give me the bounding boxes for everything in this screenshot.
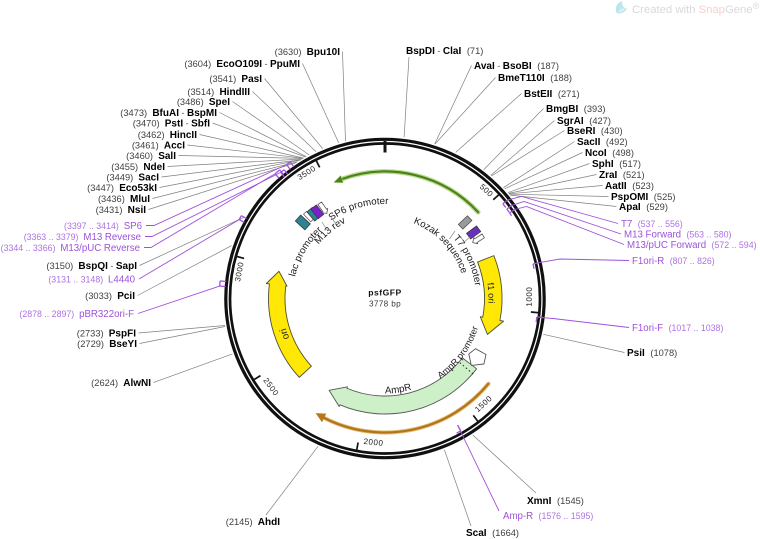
svg-text:M13 Forward (563 .. 580): M13 Forward (563 .. 580)	[624, 230, 732, 241]
svg-text:(3150) BspQI - SapI: (3150) BspQI - SapI	[46, 261, 137, 272]
svg-text:(3344 .. 3366) M13/pUC Revers: (3344 .. 3366) M13/pUC Reverse	[1, 243, 140, 254]
svg-text:(3461) AccI: (3461) AccI	[132, 141, 185, 152]
svg-text:F1ori-R (807 .. 826): F1ori-R (807 .. 826)	[632, 256, 715, 267]
svg-text:(3431) NsiI: (3431) NsiI	[96, 205, 147, 216]
svg-text:f1 ori: f1 ori	[485, 282, 496, 303]
svg-text:AvaI - BsoBI (187): AvaI - BsoBI (187)	[474, 61, 559, 72]
svg-text:(3462) HincII: (3462) HincII	[138, 130, 197, 141]
svg-text:(3604) EcoO109I - PpuMI: (3604) EcoO109I - PpuMI	[184, 59, 300, 70]
svg-text:SacII (492): SacII (492)	[577, 137, 628, 148]
svg-text:PsiI (1078): PsiI (1078)	[627, 348, 677, 359]
svg-text:Created with SnapGene®: Created with SnapGene®	[632, 1, 760, 16]
svg-text:(3455) NdeI: (3455) NdeI	[111, 162, 165, 173]
svg-text:SphI (517): SphI (517)	[592, 159, 641, 170]
svg-text:BmeT110I (188): BmeT110I (188)	[498, 73, 572, 84]
svg-text:(3397 .. 3414) SP6: (3397 .. 3414) SP6	[64, 221, 142, 232]
svg-text:(3473) BfuAI - BspMI: (3473) BfuAI - BspMI	[120, 108, 217, 119]
svg-text:BstEII (271): BstEII (271)	[524, 89, 580, 100]
svg-text:(2729) BseYI: (2729) BseYI	[77, 339, 137, 350]
svg-text:(2733) PspFI: (2733) PspFI	[77, 329, 136, 340]
svg-text:XmnI (1545): XmnI (1545)	[527, 496, 584, 507]
svg-text:Amp-R (1576 .. 1595): Amp-R (1576 .. 1595)	[503, 511, 593, 522]
svg-text:BmgBI (393): BmgBI (393)	[546, 104, 606, 115]
svg-text:SgrAI (427): SgrAI (427)	[557, 116, 611, 127]
svg-text:AatII (523): AatII (523)	[605, 181, 654, 192]
svg-text:(2145) AhdI: (2145) AhdI	[226, 517, 280, 528]
svg-text:BspDI - ClaI (71): BspDI - ClaI (71)	[406, 46, 483, 57]
svg-text:AmpR: AmpR	[385, 382, 413, 397]
svg-text:3778 bp: 3778 bp	[369, 299, 401, 308]
svg-text:ApaI (529): ApaI (529)	[619, 202, 668, 213]
svg-text:(3460) SalI: (3460) SalI	[126, 151, 176, 162]
svg-text:(2878 .. 2897) pBR322ori-F: (2878 .. 2897) pBR322ori-F	[19, 309, 134, 320]
svg-text:(3363 .. 3379) M13 Reverse: (3363 .. 3379) M13 Reverse	[24, 232, 141, 243]
svg-text:(3541) PasI: (3541) PasI	[209, 74, 262, 85]
svg-text:ori: ori	[278, 327, 292, 341]
svg-text:F1ori-F (1017 .. 1038): F1ori-F (1017 .. 1038)	[632, 323, 723, 334]
svg-text:(2624) AlwNI: (2624) AlwNI	[91, 378, 151, 389]
svg-text:(3514) HindIII: (3514) HindIII	[187, 87, 250, 98]
svg-text:(3131 .. 3148) L4440: (3131 .. 3148) L4440	[48, 275, 135, 286]
svg-text:PspOMI (525): PspOMI (525)	[611, 192, 676, 203]
svg-text:ScaI (1664): ScaI (1664)	[466, 528, 519, 539]
svg-text:3000: 3000	[233, 261, 246, 282]
svg-text:M13/pUC Forward (572 .. 594): M13/pUC Forward (572 .. 594)	[627, 240, 757, 251]
svg-text:(3486) SpeI: (3486) SpeI	[177, 97, 230, 108]
svg-text:1000: 1000	[525, 287, 534, 307]
svg-text:(3436) MluI: (3436) MluI	[98, 194, 150, 205]
svg-text:2000: 2000	[363, 437, 384, 448]
svg-text:NcoI (498): NcoI (498)	[585, 148, 634, 159]
svg-text:ZraI (521): ZraI (521)	[599, 170, 645, 181]
svg-text:(3630) Bpu10I: (3630) Bpu10I	[275, 47, 341, 58]
svg-text:(3447) Eco53kI: (3447) Eco53kI	[87, 183, 157, 194]
svg-text:(3449) SacI: (3449) SacI	[106, 173, 159, 184]
svg-text:(3033) PciI: (3033) PciI	[85, 291, 135, 302]
svg-text:(3470) PstI - SbfI: (3470) PstI - SbfI	[133, 119, 210, 130]
svg-text:psfGFP: psfGFP	[368, 288, 402, 298]
svg-text:BseRI (430): BseRI (430)	[567, 126, 623, 137]
svg-text:T7 (537 .. 556): T7 (537 .. 556)	[621, 219, 683, 230]
